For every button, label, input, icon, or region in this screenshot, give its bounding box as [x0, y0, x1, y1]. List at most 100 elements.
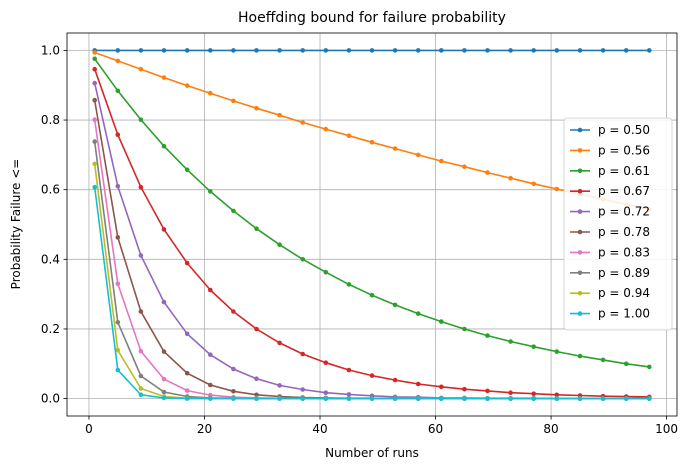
data-point — [184, 388, 190, 393]
data-point — [369, 396, 375, 401]
data-point — [115, 88, 121, 94]
data-point — [277, 340, 282, 346]
data-point — [161, 299, 167, 305]
legend-marker — [577, 188, 583, 194]
data-point — [346, 396, 352, 401]
data-point — [415, 152, 421, 158]
legend-label: p = 1.00 — [598, 307, 650, 321]
data-point — [115, 48, 121, 53]
data-point — [415, 381, 421, 387]
data-point — [323, 269, 329, 275]
data-point — [392, 302, 398, 308]
data-point — [439, 396, 444, 401]
data-point — [415, 311, 421, 316]
data-point — [577, 48, 583, 53]
data-point — [485, 170, 490, 175]
data-point — [392, 377, 398, 383]
legend-label: p = 0.67 — [598, 184, 650, 198]
data-point — [231, 48, 236, 53]
data-point — [138, 386, 144, 391]
data-point — [115, 58, 121, 64]
data-point — [92, 80, 97, 86]
data-point — [623, 396, 629, 401]
data-point — [277, 396, 282, 401]
data-point — [531, 48, 536, 53]
data-point — [161, 48, 167, 53]
legend-marker — [577, 127, 583, 133]
data-point — [231, 98, 236, 104]
data-point — [323, 48, 329, 53]
data-point — [231, 309, 236, 314]
data-point — [161, 227, 167, 232]
data-point — [138, 117, 144, 122]
data-point — [462, 164, 467, 169]
legend-label: p = 0.61 — [598, 164, 650, 178]
series-3 — [92, 56, 652, 370]
data-point — [508, 390, 513, 396]
data-point — [115, 347, 121, 353]
data-point — [531, 181, 536, 187]
data-point — [600, 396, 606, 401]
data-point — [577, 353, 583, 359]
data-point — [531, 396, 536, 401]
legend-marker — [577, 290, 583, 296]
data-point — [92, 50, 97, 55]
data-point — [161, 143, 167, 149]
data-point — [392, 396, 398, 401]
data-point — [184, 396, 190, 401]
data-point — [161, 376, 167, 382]
data-point — [161, 395, 167, 401]
data-point — [623, 48, 629, 53]
data-point — [300, 120, 306, 125]
series-1 — [92, 48, 652, 53]
data-point — [508, 339, 513, 344]
data-point — [92, 184, 97, 190]
legend-marker — [577, 148, 583, 153]
data-point — [208, 352, 213, 358]
data-point — [184, 331, 190, 337]
data-point — [554, 48, 560, 53]
y-tick-label: 0.2 — [41, 322, 60, 336]
data-point — [300, 351, 306, 357]
data-point — [115, 320, 121, 325]
legend-item: p = 0.61 — [570, 164, 650, 178]
data-point — [231, 389, 236, 394]
legend-item: p = 0.78 — [570, 225, 650, 239]
data-point — [554, 186, 560, 192]
data-point — [508, 396, 513, 401]
legend-item: p = 0.89 — [570, 266, 650, 280]
series-10 — [92, 184, 652, 401]
data-point — [462, 48, 467, 53]
legend-item: p = 0.94 — [570, 286, 650, 300]
data-point — [161, 75, 167, 80]
data-point — [254, 48, 259, 53]
legend-item: p = 0.72 — [570, 205, 650, 219]
legend-box — [563, 117, 673, 331]
data-point — [439, 48, 444, 53]
data-point — [92, 56, 97, 62]
data-point — [392, 48, 398, 53]
data-point — [184, 370, 190, 376]
data-point — [647, 48, 652, 53]
data-point — [439, 158, 444, 164]
legend-label: p = 0.94 — [598, 286, 650, 300]
data-point — [300, 387, 306, 392]
data-point — [439, 384, 444, 390]
series-4 — [92, 66, 652, 400]
data-point — [439, 319, 444, 324]
data-point — [277, 383, 282, 388]
data-point — [508, 48, 513, 53]
data-point — [369, 292, 375, 298]
data-point — [208, 382, 213, 388]
legend-marker — [577, 209, 583, 214]
legend-marker — [577, 270, 583, 276]
data-point — [92, 97, 97, 103]
data-point — [138, 373, 144, 379]
x-tick-label: 20 — [197, 422, 212, 436]
data-point — [231, 396, 236, 401]
data-point — [577, 396, 583, 401]
data-point — [531, 391, 536, 397]
data-point — [485, 333, 490, 338]
data-point — [600, 357, 606, 363]
data-point — [346, 282, 352, 287]
